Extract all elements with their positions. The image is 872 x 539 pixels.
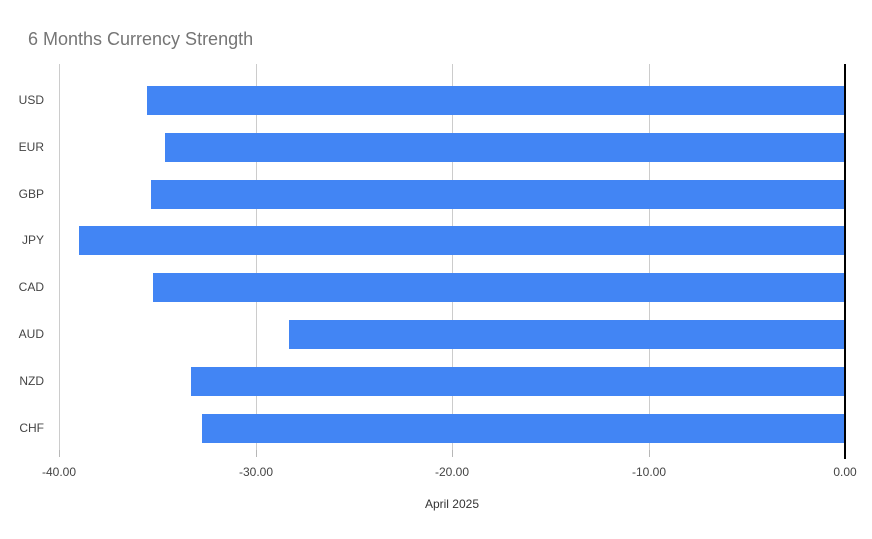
gridline--20.00	[452, 64, 453, 450]
x-tick-mark	[59, 450, 60, 457]
bar-AUD	[288, 320, 844, 349]
y-category-label-CHF: CHF	[19, 421, 44, 435]
x-tick-mark	[452, 450, 453, 457]
bar-EUR	[165, 133, 844, 162]
y-category-label-NZD: NZD	[19, 374, 44, 388]
bar-JPY	[78, 226, 844, 255]
x-tick-label: -40.00	[41, 465, 77, 479]
x-axis-title: April 2025	[424, 497, 480, 511]
y-category-label-CAD: CAD	[18, 280, 44, 294]
y-category-label-JPY: JPY	[21, 233, 44, 247]
gridline--30.00	[256, 64, 257, 450]
zero-baseline	[844, 64, 846, 450]
gridline--40.00	[59, 64, 60, 450]
y-category-label-AUD: AUD	[18, 327, 44, 341]
x-tick-mark	[844, 450, 846, 459]
x-tick-label: -20.00	[434, 465, 470, 479]
x-tick-label: -30.00	[238, 465, 274, 479]
x-tick-label: -10.00	[631, 465, 667, 479]
x-tick-mark	[256, 450, 257, 457]
x-tick-label: 0.00	[833, 465, 857, 479]
bar-CAD	[153, 273, 844, 302]
y-category-label-USD: USD	[18, 93, 44, 107]
bar-USD	[147, 86, 844, 115]
chart-title: 6 Months Currency Strength	[28, 29, 254, 49]
bar-CHF	[202, 414, 844, 443]
bar-GBP	[151, 180, 844, 209]
bar-NZD	[190, 367, 844, 396]
y-category-label-EUR: EUR	[18, 140, 44, 154]
gridline--10.00	[649, 64, 650, 450]
y-category-label-GBP: GBP	[18, 187, 44, 201]
x-tick-mark	[649, 450, 650, 457]
